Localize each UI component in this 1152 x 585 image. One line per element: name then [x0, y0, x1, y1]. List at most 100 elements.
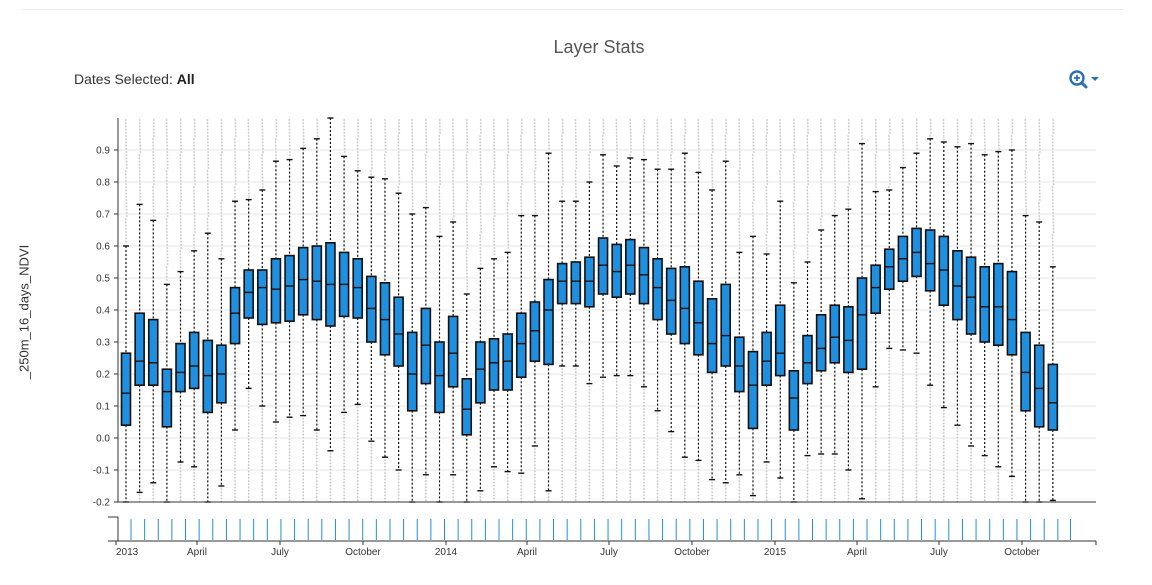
- outlier-point: [833, 119, 836, 121]
- outlier-point: [452, 486, 455, 489]
- outlier-point: [902, 393, 904, 396]
- outlier-point: [1051, 189, 1054, 192]
- outlier-point: [848, 125, 850, 128]
- outlier-point: [411, 122, 413, 125]
- outlier-point: [888, 147, 891, 150]
- outlier-point: [302, 424, 305, 426]
- outlier-point: [793, 237, 796, 240]
- y-tick-label: 0.8: [96, 178, 110, 189]
- outlier-point: [139, 138, 142, 141]
- outlier-point: [206, 224, 209, 227]
- outlier-point: [833, 468, 836, 471]
- outlier-point: [370, 465, 373, 468]
- outlier-point: [343, 452, 345, 455]
- outlier-point: [356, 451, 359, 454]
- outlier-point: [247, 444, 250, 447]
- outlier-point: [874, 160, 877, 163]
- outlier-point: [439, 218, 441, 221]
- outlier-point: [506, 486, 509, 489]
- outlier-point: [929, 467, 932, 470]
- outlier-point: [751, 205, 754, 208]
- outlier-point: [574, 406, 577, 409]
- outlier-point: [179, 208, 182, 211]
- outlier-point: [288, 435, 291, 438]
- outlier-point: [915, 486, 918, 489]
- outlier-point: [139, 144, 142, 147]
- outlier-point: [942, 128, 945, 131]
- outlier-point: [697, 484, 700, 487]
- outlier-point: [643, 478, 645, 481]
- outlier-point: [425, 186, 428, 189]
- context-brush[interactable]: 2013 April July October 2014 April July October…: [108, 516, 1097, 558]
- outlier-point: [889, 131, 891, 134]
- outlier-point: [425, 128, 427, 131]
- outlier-point: [670, 452, 673, 455]
- outlier-point: [970, 451, 972, 454]
- outlier-point: [820, 135, 823, 137]
- outlier-point: [847, 189, 850, 192]
- outlier-point: [915, 454, 918, 457]
- outlier-point: [670, 465, 673, 468]
- outlier-point: [683, 484, 686, 487]
- outlier-point: [615, 448, 618, 450]
- outlier-point: [602, 131, 605, 134]
- outlier-point: [221, 195, 224, 198]
- outlier-point: [234, 489, 236, 492]
- box-iqr: [270, 257, 282, 324]
- outlier-point: [506, 221, 509, 224]
- outlier-point: [779, 128, 781, 131]
- outlier-point: [1051, 192, 1054, 195]
- outlier-point: [574, 396, 577, 399]
- outlier-point: [234, 457, 236, 460]
- outlier-point: [833, 462, 836, 465]
- outlier-point: [656, 412, 659, 415]
- outlier-point: [506, 215, 509, 217]
- outlier-point: [970, 457, 972, 460]
- outlier-point: [315, 473, 318, 476]
- outlier-point: [561, 406, 564, 409]
- outlier-point: [247, 425, 250, 428]
- outlier-point: [152, 147, 155, 150]
- outlier-point: [656, 492, 659, 495]
- outlier-point: [779, 154, 782, 157]
- outlier-point: [574, 125, 577, 128]
- outlier-point: [192, 186, 195, 189]
- outlier-point: [534, 157, 537, 160]
- outlier-point: [247, 135, 250, 137]
- zoom-dropdown-button[interactable]: [1066, 68, 1102, 92]
- outlier-point: [247, 476, 250, 479]
- outlier-point: [602, 440, 604, 442]
- outlier-point: [357, 131, 360, 134]
- outlier-point: [492, 170, 495, 173]
- outlier-point: [615, 119, 618, 121]
- outlier-point: [738, 183, 741, 185]
- outlier-point: [1052, 211, 1055, 214]
- outlier-point: [152, 488, 155, 490]
- outlier-point: [629, 483, 632, 486]
- outlier-point: [793, 279, 796, 281]
- outlier-point: [602, 484, 604, 487]
- outlier-point: [343, 488, 345, 490]
- outlier-point: [711, 497, 713, 500]
- box-26: [475, 267, 486, 492]
- outlier-point: [874, 430, 877, 433]
- outlier-point: [615, 393, 618, 396]
- outlier-point: [915, 460, 918, 463]
- outlier-point: [1038, 125, 1041, 128]
- outlier-point: [616, 160, 619, 163]
- outlier-point: [261, 424, 264, 426]
- box-3: [161, 283, 173, 503]
- outlier-point: [724, 491, 727, 494]
- box-20: [393, 192, 404, 471]
- outlier-point: [888, 497, 891, 500]
- outlier-point: [792, 205, 795, 208]
- outlier-point: [507, 199, 510, 201]
- outlier-point: [1038, 135, 1041, 137]
- outlier-point: [793, 243, 796, 246]
- outlier-point: [915, 361, 918, 364]
- box-10: [256, 189, 268, 407]
- box-8: [229, 200, 241, 431]
- outlier-point: [356, 448, 359, 450]
- outlier-point: [874, 494, 877, 497]
- outlier-point: [848, 173, 850, 176]
